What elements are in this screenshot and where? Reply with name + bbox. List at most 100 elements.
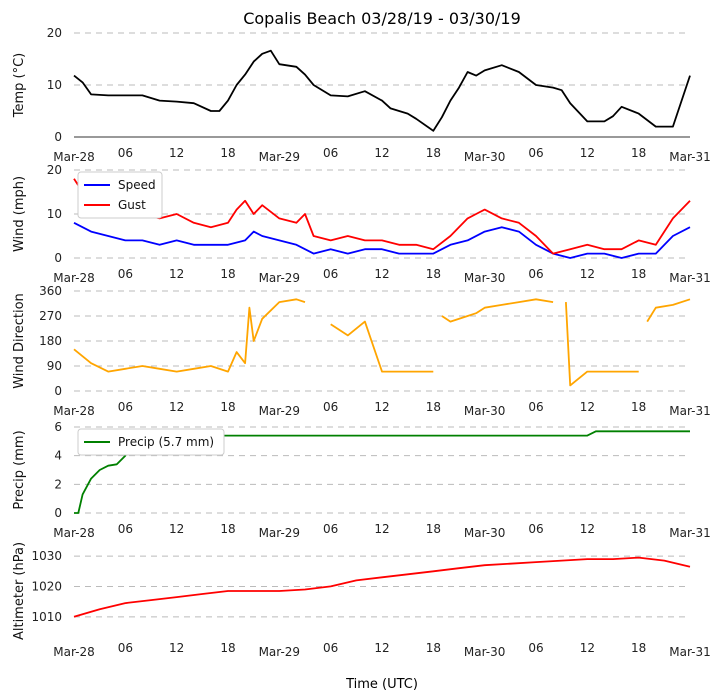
x-tick-label: 18 <box>631 522 646 536</box>
x-tick-label: 12 <box>169 522 184 536</box>
y-tick-label: 360 <box>39 284 62 298</box>
y-tick-label: 0 <box>54 384 62 398</box>
x-tick-label: 18 <box>426 146 441 160</box>
x-tick-label: Mar-28 <box>53 645 94 659</box>
legend-label: Gust <box>118 198 146 212</box>
x-tick-label: Mar-31 <box>669 271 710 285</box>
y-tick-label: 180 <box>39 334 62 348</box>
x-tick-label: Mar-28 <box>53 526 94 540</box>
legend-label: Speed <box>118 178 156 192</box>
y-tick-label: 0 <box>54 251 62 265</box>
x-tick-label: Mar-29 <box>259 150 300 164</box>
legend-box <box>77 171 163 219</box>
x-tick-label: Mar-30 <box>464 526 505 540</box>
x-tick-label: Mar-29 <box>259 271 300 285</box>
x-tick-label: 12 <box>374 641 389 655</box>
x-tick-label: 12 <box>580 267 595 281</box>
series-line-p5 <box>73 556 691 618</box>
x-tick-label: Mar-29 <box>259 526 300 540</box>
x-tick-label: Mar-31 <box>669 526 710 540</box>
x-tick-label: Mar-29 <box>259 404 300 418</box>
x-tick-label: 12 <box>169 641 184 655</box>
series-line-gust <box>73 178 691 255</box>
y-tick-label: 0 <box>54 506 62 520</box>
x-tick-label: 06 <box>528 522 543 536</box>
x-tick-label: 12 <box>580 146 595 160</box>
x-tick-label: Mar-30 <box>464 271 505 285</box>
x-tick-label: Mar-31 <box>669 150 710 164</box>
x-tick-label: 06 <box>528 641 543 655</box>
x-tick-label: 06 <box>118 400 133 414</box>
y-tick-label: 1030 <box>31 549 62 563</box>
x-tick-label: 18 <box>426 522 441 536</box>
x-tick-label: 18 <box>631 641 646 655</box>
x-tick-label: 18 <box>220 522 235 536</box>
series-line-p1 <box>73 49 691 132</box>
y-axis-label: Temp (°C) <box>12 53 27 119</box>
x-tick-label: Mar-31 <box>669 645 710 659</box>
y-tick-label: 90 <box>47 359 62 373</box>
x-tick-label: 18 <box>426 267 441 281</box>
y-tick-label: 6 <box>54 420 62 434</box>
x-tick-label: 06 <box>323 641 338 655</box>
y-axis-label: Wind Direction <box>12 293 27 389</box>
y-tick-label: 4 <box>54 449 62 463</box>
x-tick-label: 12 <box>169 400 184 414</box>
x-tick-label: 18 <box>631 146 646 160</box>
panel-2: 0 10 20 Wind (mph) Mar-28 06 12 18 Mar-29 06 12 18 M… <box>12 163 711 285</box>
x-tick-label: 06 <box>118 146 133 160</box>
x-tick-label: 12 <box>580 522 595 536</box>
x-tick-label: 12 <box>374 400 389 414</box>
x-tick-label: Mar-31 <box>669 404 710 418</box>
y-tick-label: 10 <box>47 78 62 92</box>
x-tick-label: 12 <box>374 146 389 160</box>
x-tick-label: 06 <box>528 146 543 160</box>
x-tick-label: 06 <box>118 267 133 281</box>
x-tick-label: 06 <box>118 522 133 536</box>
x-axis-label: Time (UTC) <box>345 677 418 692</box>
x-tick-label: 12 <box>374 267 389 281</box>
x-tick-label: 18 <box>426 400 441 414</box>
x-tick-label: 06 <box>528 400 543 414</box>
legend-box <box>77 428 225 456</box>
x-tick-label: Mar-30 <box>464 150 505 164</box>
x-tick-label: Mar-28 <box>53 271 94 285</box>
x-tick-label: Mar-28 <box>53 150 94 164</box>
x-tick-label: 12 <box>580 400 595 414</box>
y-axis-label: Wind (mph) <box>12 176 27 252</box>
y-axis-label: Precip (mm) <box>12 430 27 509</box>
x-tick-label: 06 <box>323 522 338 536</box>
x-tick-label: 06 <box>323 146 338 160</box>
y-tick-label: 1020 <box>31 579 62 593</box>
x-tick-label: Mar-30 <box>464 645 505 659</box>
y-tick-label: 20 <box>47 163 62 177</box>
y-axis-label: Altimeter (hPa) <box>12 542 27 640</box>
x-tick-label: 06 <box>323 400 338 414</box>
panel-1: 0 10 20 Temp (°C) Mar-28 06 12 18 Mar-29 06 12 18 Ma… <box>12 26 711 164</box>
x-tick-label: 06 <box>528 267 543 281</box>
x-tick-label: 18 <box>220 267 235 281</box>
x-tick-label: 06 <box>118 641 133 655</box>
panel-4: 0 2 4 6 Precip (mm) Mar-28 06 12 18 Mar-29 06 12 18 M… <box>12 420 711 540</box>
x-tick-label: 18 <box>426 641 441 655</box>
y-tick-label: 1010 <box>31 610 62 624</box>
x-tick-label: 18 <box>631 400 646 414</box>
x-tick-label: 12 <box>169 146 184 160</box>
y-tick-label: 20 <box>47 26 62 40</box>
series-line-speed <box>73 221 691 259</box>
panel-3: 0 90 180 270 360 Wind Direction Mar-28 06 12 18 Ma… <box>12 284 711 418</box>
chart-title: Copalis Beach 03/28/19 - 03/30/19 <box>243 9 521 28</box>
x-tick-label: 18 <box>220 641 235 655</box>
x-tick-label: 12 <box>580 641 595 655</box>
x-tick-label: 18 <box>220 400 235 414</box>
x-tick-label: 06 <box>323 267 338 281</box>
y-tick-label: 0 <box>54 130 62 144</box>
x-tick-label: 12 <box>169 267 184 281</box>
x-tick-label: 18 <box>220 146 235 160</box>
y-tick-label: 2 <box>54 477 62 491</box>
x-tick-label: Mar-29 <box>259 645 300 659</box>
y-tick-label: 270 <box>39 309 62 323</box>
